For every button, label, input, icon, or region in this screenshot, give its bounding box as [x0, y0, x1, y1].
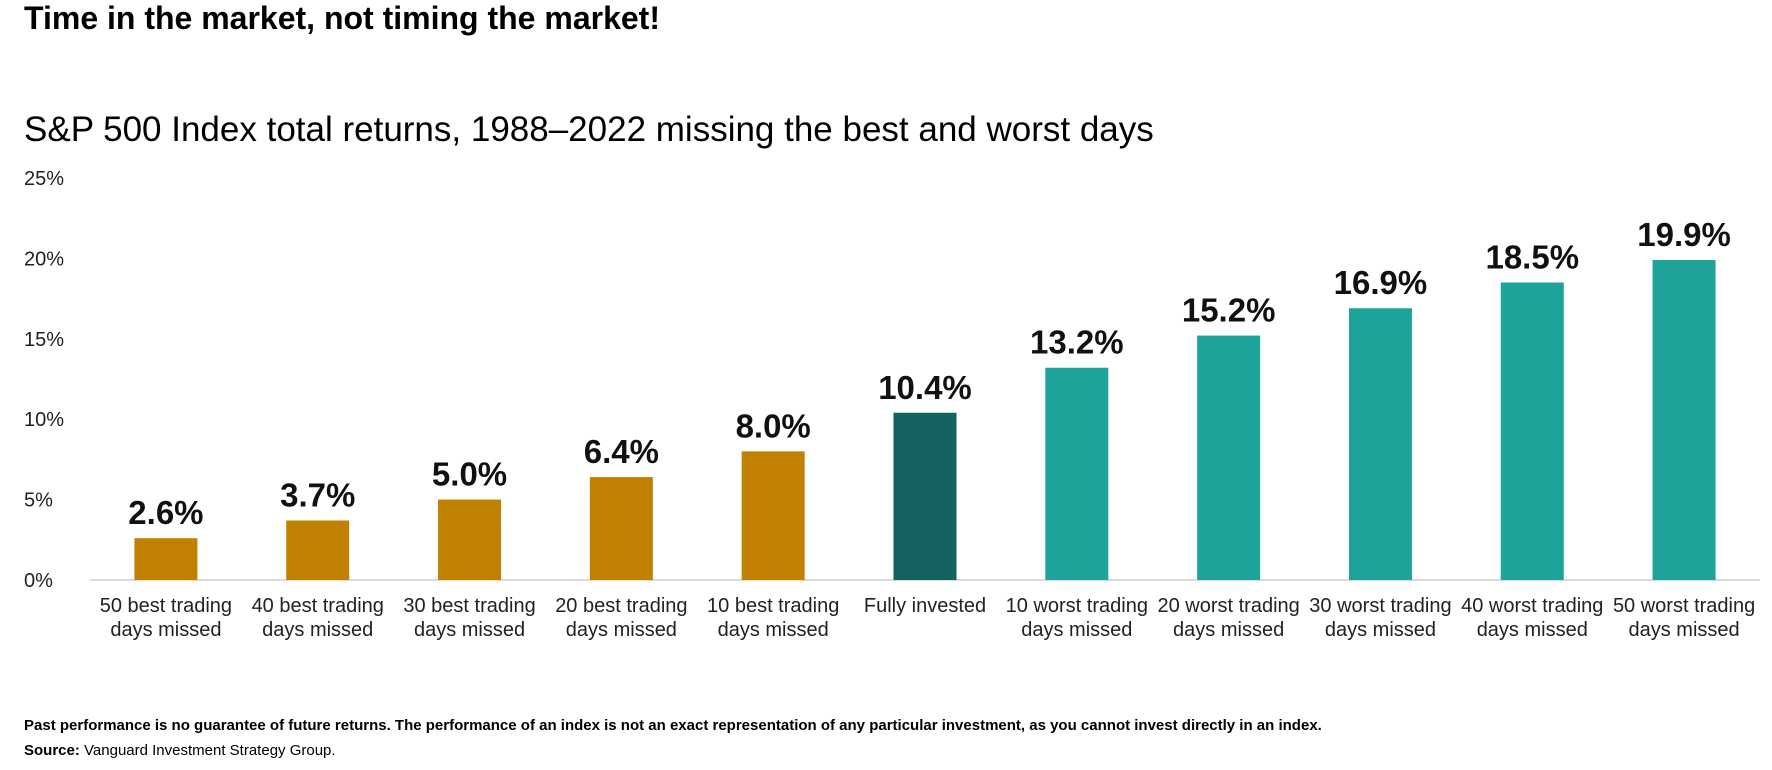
bar — [1045, 367, 1109, 580]
source-line: Source: Vanguard Investment Strategy Gro… — [24, 742, 336, 759]
y-tick-label: 15% — [24, 329, 64, 351]
bar — [589, 477, 653, 580]
category-label: days missed — [1021, 619, 1132, 641]
bar — [286, 520, 350, 580]
y-tick-label: 20% — [24, 248, 64, 270]
data-label: 3.7% — [280, 477, 355, 514]
footnote: Past performance is no guarantee of futu… — [24, 717, 1322, 734]
category-label: 40 best trading — [252, 595, 384, 617]
data-label: 10.4% — [878, 369, 972, 406]
category-label: 20 worst trading — [1157, 595, 1299, 617]
category-label: days missed — [1477, 619, 1588, 641]
source-label: Source: — [24, 742, 80, 759]
bar-chart: 0%5%10%15%20%25%2.6%50 best tradingdays … — [24, 168, 1760, 641]
category-label: days missed — [718, 619, 829, 641]
category-label: days missed — [110, 619, 221, 641]
data-label: 8.0% — [736, 407, 811, 444]
category-label: Fully invested — [864, 595, 986, 617]
category-label: 20 best trading — [555, 595, 687, 617]
data-label: 15.2% — [1182, 292, 1276, 329]
category-label: 30 worst trading — [1309, 595, 1451, 617]
source-text: Vanguard Investment Strategy Group. — [79, 742, 336, 759]
chart-subtitle: S&P 500 Index total returns, 1988–2022 m… — [24, 110, 1154, 149]
category-label: days missed — [1629, 619, 1740, 641]
category-label: 50 best trading — [100, 595, 232, 617]
category-label: days missed — [566, 619, 677, 641]
data-label: 16.9% — [1334, 264, 1428, 301]
category-label: 40 worst trading — [1461, 595, 1603, 617]
category-label: days missed — [1325, 619, 1436, 641]
bar — [893, 412, 957, 580]
data-label: 2.6% — [128, 494, 203, 531]
bar — [438, 499, 502, 580]
data-label: 5.0% — [432, 456, 507, 493]
category-label: days missed — [414, 619, 525, 641]
category-label: 10 worst trading — [1006, 595, 1148, 617]
bar — [1348, 308, 1412, 580]
category-label: days missed — [1173, 619, 1284, 641]
bar — [1652, 260, 1716, 580]
category-label: 50 worst trading — [1613, 595, 1755, 617]
bar — [134, 538, 198, 580]
bar — [1197, 335, 1261, 580]
y-tick-label: 25% — [24, 168, 64, 190]
bar — [741, 451, 805, 580]
data-label: 6.4% — [584, 433, 659, 470]
category-label: 30 best trading — [403, 595, 535, 617]
data-label: 13.2% — [1030, 324, 1124, 361]
chart-title: Time in the market, not timing the marke… — [24, 0, 660, 36]
y-tick-label: 0% — [24, 570, 53, 592]
y-tick-label: 5% — [24, 490, 53, 512]
category-label: 10 best trading — [707, 595, 839, 617]
data-label: 18.5% — [1485, 239, 1579, 276]
data-label: 19.9% — [1637, 216, 1731, 253]
category-label: days missed — [262, 619, 373, 641]
bar — [1500, 282, 1564, 580]
y-tick-label: 10% — [24, 409, 64, 431]
